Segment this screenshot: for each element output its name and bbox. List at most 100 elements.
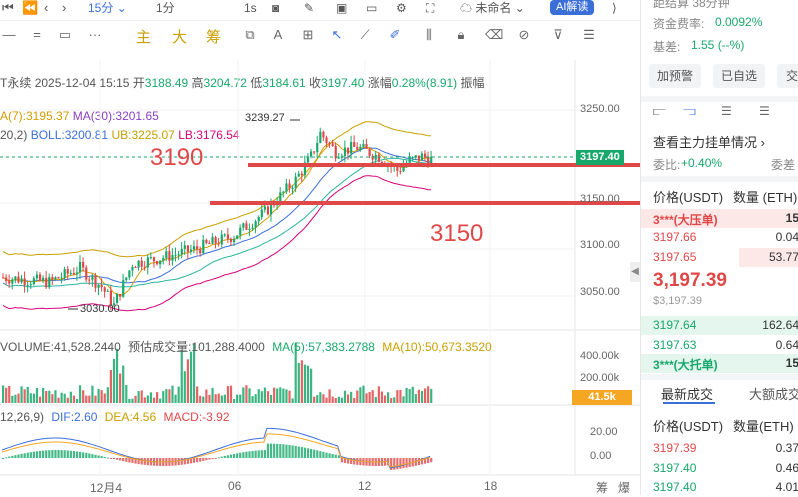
candle-body (196, 246, 199, 250)
volume-bar (106, 387, 109, 403)
orderbook-asks-icon[interactable]: ☰ (721, 104, 732, 118)
volume-bar (211, 387, 214, 403)
expand-icon[interactable]: ▭ (366, 1, 378, 15)
bid-row[interactable]: 3197.63 0.64 (641, 336, 798, 355)
link-icon[interactable]: ⊘ (518, 27, 530, 42)
macd-bar (331, 453, 334, 458)
panel-toggle-icon[interactable]: ◀ (630, 262, 640, 282)
volume-bar (168, 389, 171, 403)
macd-bar (220, 456, 223, 458)
line-tool-icon[interactable]: — (2, 27, 16, 42)
collapse-icon[interactable]: ⟩ (612, 1, 617, 15)
fullscreen-icon[interactable]: ⛶ (426, 1, 435, 15)
macd-dea-line (1, 433, 431, 468)
indicator-tab-1[interactable]: 大 (172, 28, 188, 46)
kline-chart[interactable] (0, 0, 640, 495)
fib-tool-icon[interactable]: ⊞ (302, 27, 314, 42)
candle-body (346, 147, 350, 154)
orderbook-both-icon[interactable]: ⫍ (653, 104, 666, 118)
tab-latest-trades[interactable]: 最新成交 (661, 387, 714, 402)
candle-body (72, 272, 76, 275)
hline-tool-icon[interactable]: = (33, 27, 41, 42)
pen-tool-icon[interactable]: ✐ (389, 27, 401, 42)
text-tool-icon[interactable]: A (273, 27, 283, 42)
step-back-icon[interactable]: ⏮ (2, 0, 14, 15)
annotation-upper: 3190 (150, 144, 204, 171)
open-value: 3188.49 (144, 76, 189, 90)
ma7-value: A(7):3195.37 (0, 109, 70, 123)
settings-icon[interactable]: ⚙ (396, 1, 407, 15)
candle-body (57, 277, 60, 279)
volume-bar (51, 394, 54, 403)
interval-selector[interactable]: 15分 ⌄ (88, 1, 127, 15)
favorite-button[interactable]: 已自选 (713, 64, 765, 88)
current-price-badge: 3197.40 (576, 150, 624, 165)
volume-bar (196, 386, 199, 403)
liquidation-button[interactable]: 爆 (618, 481, 631, 495)
boll-value: BOLL:3200.81 (30, 128, 109, 142)
volume-bar (63, 393, 66, 403)
ruler-icon[interactable]: ⟋ (360, 27, 370, 42)
macd-bar (300, 447, 303, 458)
layout-selector[interactable]: ☁ 未命名 ⌄ (460, 1, 525, 15)
rect-tool-icon[interactable]: ▭ (58, 27, 72, 42)
macd-bar (38, 450, 42, 458)
image-icon[interactable]: ▣ (336, 1, 348, 15)
candle-body (288, 183, 291, 189)
volume-bar (119, 373, 122, 403)
macd-bar (319, 451, 322, 458)
macd-bar (79, 451, 82, 458)
ai-analysis-button[interactable]: AI解读 (550, 0, 595, 15)
bid-row[interactable]: 3197.64 162.64 (641, 316, 798, 335)
more-tools-icon[interactable]: ··· (88, 27, 102, 42)
indicator-tab-2[interactable]: 筹 (206, 28, 222, 46)
tab-large-trades[interactable]: 大额成交 (749, 387, 798, 402)
lock-icon[interactable]: 🔒︎ (457, 27, 465, 42)
main-orders-link[interactable]: 查看主力挂单情况 › (653, 135, 765, 150)
orderbook-list-icon[interactable]: ☰ (759, 104, 770, 118)
draw-lock-icon[interactable]: ⧉ (245, 27, 255, 42)
macd-bar (322, 451, 325, 458)
layers-icon[interactable]: ☰ (583, 27, 595, 42)
edit-icon[interactable]: ✎ (304, 1, 315, 15)
add-alert-button[interactable]: 加预警 (649, 64, 701, 88)
ask-row[interactable]: 3197.65 53.77 (641, 248, 798, 267)
volume-bar (146, 395, 149, 403)
chevron-right-icon[interactable]: › (62, 0, 67, 15)
volume-bar (350, 391, 353, 403)
candle-type-icon[interactable]: ⫼ (426, 27, 432, 42)
candle-body (263, 206, 266, 210)
candle-body (106, 290, 109, 292)
volume-bar (8, 385, 11, 403)
volume-bar (229, 385, 233, 403)
ask-row[interactable]: 3197.66 0.04 (641, 228, 798, 247)
bid-row[interactable]: 3***(大托单) 15 (641, 354, 798, 373)
orderbook-bids-icon[interactable]: ⫎ (683, 104, 696, 118)
candle-body (199, 249, 202, 254)
chip-button[interactable]: 筹 (596, 481, 609, 495)
volume-bar (134, 395, 137, 403)
delete-icon[interactable]: ⌫ (485, 27, 504, 42)
volume-bar (282, 388, 285, 403)
speed-selector[interactable]: 1s (244, 1, 257, 15)
volume-bar (112, 358, 116, 403)
candle-body (109, 290, 112, 306)
chevron-left-icon[interactable]: ‹ (44, 0, 49, 15)
volume-value: VOLUME:41,528.2440 (0, 340, 121, 354)
main-indicator-tab[interactable]: 主 (136, 28, 152, 46)
macd-bar (202, 458, 205, 461)
macd-bar (214, 458, 217, 459)
candle-body (54, 277, 57, 280)
candle-body (162, 258, 165, 261)
cursor-tool-icon[interactable]: ↖ (331, 27, 343, 42)
candle-body (66, 269, 69, 274)
filter-icon[interactable]: ⊽ (553, 27, 563, 42)
trade-button[interactable]: 交 (777, 64, 798, 88)
ask-row[interactable]: 3***(大压单) 15 (641, 209, 798, 228)
candle-body (260, 209, 263, 218)
col-qty-header: 数量 (ETH) (733, 190, 798, 205)
volume-bar (128, 398, 131, 403)
camera-icon[interactable]: ◙ (272, 1, 280, 15)
rewind-icon[interactable]: ⏪ (22, 0, 39, 15)
interval-alt[interactable]: 1分 (156, 1, 175, 15)
